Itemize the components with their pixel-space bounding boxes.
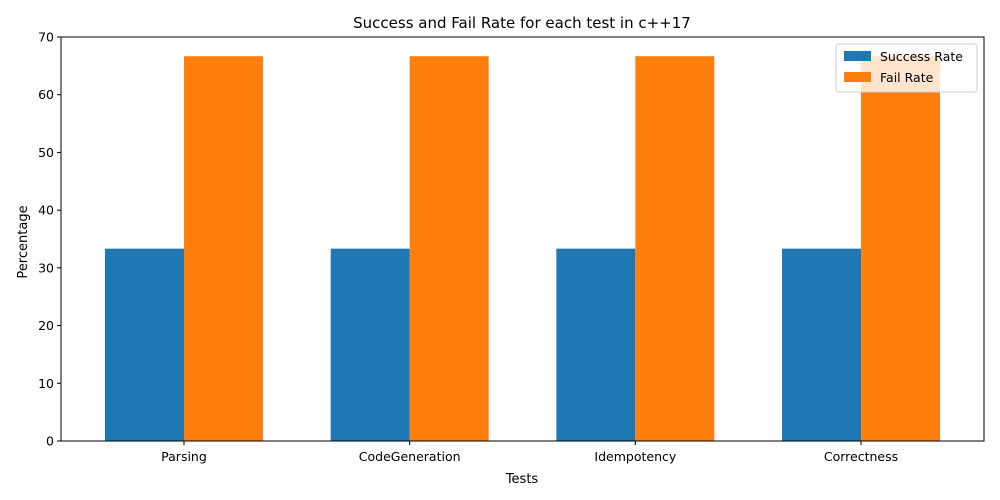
y-tick-label: 60 <box>38 87 54 102</box>
legend-swatch <box>844 72 871 82</box>
y-axis-label: Percentage <box>16 205 31 278</box>
bar-fail-rate-codegeneration <box>409 56 489 441</box>
x-tick-label: CodeGeneration <box>359 449 461 464</box>
y-tick-label: 30 <box>38 260 54 275</box>
x-tick-label: Parsing <box>161 449 207 464</box>
bar-success-rate-idempotency <box>556 248 636 441</box>
chart-title: Success and Fail Rate for each test in c… <box>353 14 691 32</box>
plot-area: 0 10 20 30 40 50 60 70 Parsing CodeGeneration Idem… <box>38 30 985 464</box>
legend-label: Success Rate <box>880 49 963 64</box>
y-tick-label: 10 <box>38 376 54 391</box>
legend: Success Rate Fail Rate <box>835 43 978 93</box>
axes-frame <box>60 36 985 442</box>
bar-success-rate-correctness <box>782 248 862 441</box>
x-tick-label: Correctness <box>824 449 898 464</box>
legend-label: Fail Rate <box>880 70 934 85</box>
y-tick-label: 0 <box>46 434 54 449</box>
bar-fail-rate-parsing <box>183 56 263 441</box>
legend-box <box>835 43 978 93</box>
x-tick-label: Idempotency <box>594 449 676 464</box>
y-tick-label: 50 <box>38 145 54 160</box>
y-tick-label: 40 <box>38 203 54 218</box>
bar-fail-rate-correctness <box>861 56 940 441</box>
y-tick-label: 20 <box>38 318 54 333</box>
x-axis-label: Tests <box>505 472 539 487</box>
bar-success-rate-codegeneration <box>330 248 410 441</box>
bar-success-rate-parsing <box>105 248 184 441</box>
legend-swatch <box>844 51 871 61</box>
y-tick-label: 70 <box>38 30 54 45</box>
bar-fail-rate-idempotency <box>635 56 715 441</box>
